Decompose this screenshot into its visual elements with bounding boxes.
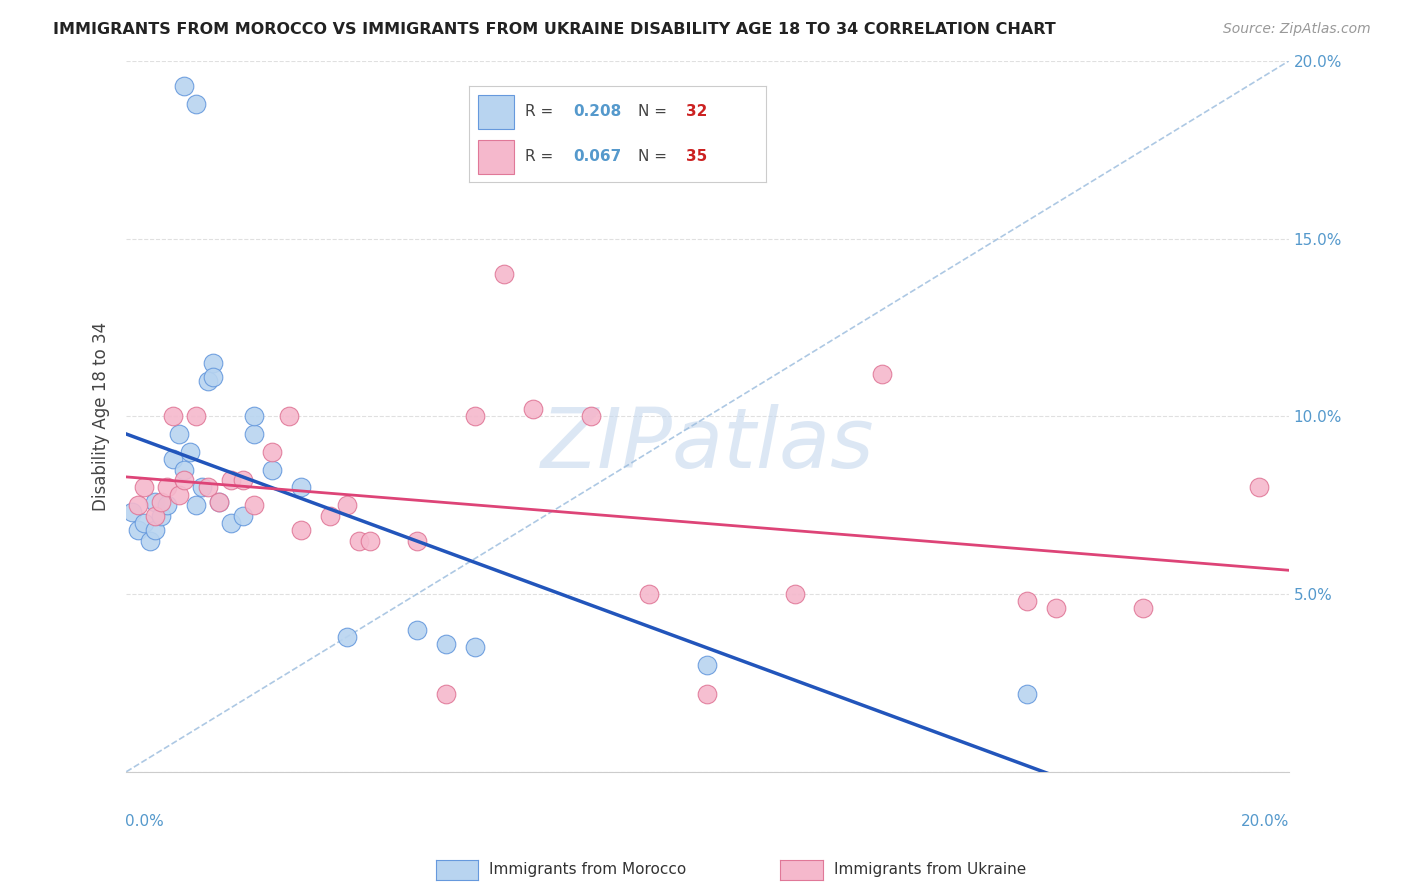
Point (173, 463, 195, 477)
Point (197, 481, 219, 495)
Text: IMMIGRANTS FROM MOROCCO VS IMMIGRANTS FROM UKRAINE DISABILITY AGE 18 TO 34 CORRE: IMMIGRANTS FROM MOROCCO VS IMMIGRANTS FR… (53, 22, 1056, 37)
Point (243, 498, 266, 512)
Point (243, 427, 266, 442)
Point (127, 498, 149, 512)
Point (156, 498, 179, 512)
Point (405, 533, 427, 548)
Point (167, 427, 190, 442)
Point (359, 533, 381, 548)
Point (464, 409, 486, 424)
Text: ZIPatlas: ZIPatlas (541, 404, 875, 485)
Point (464, 640, 486, 655)
Point (173, 474, 195, 488)
Point (184, 498, 207, 512)
Point (132, 481, 155, 495)
Point (290, 523, 312, 537)
Point (179, 445, 201, 459)
Point (208, 494, 231, 508)
Point (492, 268, 515, 282)
Point (150, 494, 173, 508)
Point (318, 508, 340, 523)
Point (219, 474, 242, 488)
Point (638, 587, 661, 601)
Text: 20.0%: 20.0% (1241, 814, 1289, 830)
Text: Source: ZipAtlas.com: Source: ZipAtlas.com (1223, 22, 1371, 37)
Text: 0.0%: 0.0% (125, 814, 165, 830)
Point (167, 487, 190, 501)
Point (336, 630, 359, 644)
Point (143, 508, 166, 523)
Point (260, 445, 283, 459)
Point (202, 356, 225, 370)
Point (132, 516, 155, 530)
Point (150, 508, 173, 523)
Point (138, 533, 160, 548)
Point (1015, 594, 1038, 608)
Point (121, 505, 143, 519)
Point (202, 370, 225, 384)
Point (260, 463, 283, 477)
Point (696, 687, 718, 701)
Point (156, 481, 179, 495)
Point (870, 367, 893, 381)
Point (197, 374, 219, 388)
Y-axis label: Disability Age 18 to 34: Disability Age 18 to 34 (93, 322, 110, 511)
Point (1249, 481, 1271, 495)
Point (278, 409, 301, 424)
Point (434, 687, 457, 701)
Point (290, 481, 312, 495)
Point (1132, 601, 1154, 615)
Point (143, 523, 166, 537)
Point (219, 516, 242, 530)
Point (1045, 601, 1067, 615)
Point (231, 474, 253, 488)
Point (184, 409, 207, 424)
Point (127, 523, 149, 537)
Point (579, 409, 602, 424)
Point (184, 96, 207, 111)
Point (347, 533, 370, 548)
Point (1015, 687, 1038, 701)
Point (696, 658, 718, 673)
Point (243, 409, 266, 424)
Point (208, 494, 231, 508)
Text: Immigrants from Ukraine: Immigrants from Ukraine (834, 863, 1026, 877)
Point (162, 452, 184, 467)
Point (783, 587, 806, 601)
Point (231, 508, 253, 523)
Point (336, 498, 359, 512)
Point (173, 78, 195, 93)
Text: Immigrants from Morocco: Immigrants from Morocco (489, 863, 686, 877)
Point (522, 402, 544, 417)
Point (191, 481, 214, 495)
Point (405, 623, 427, 637)
Point (143, 494, 166, 508)
Point (434, 637, 457, 651)
Point (162, 409, 184, 424)
